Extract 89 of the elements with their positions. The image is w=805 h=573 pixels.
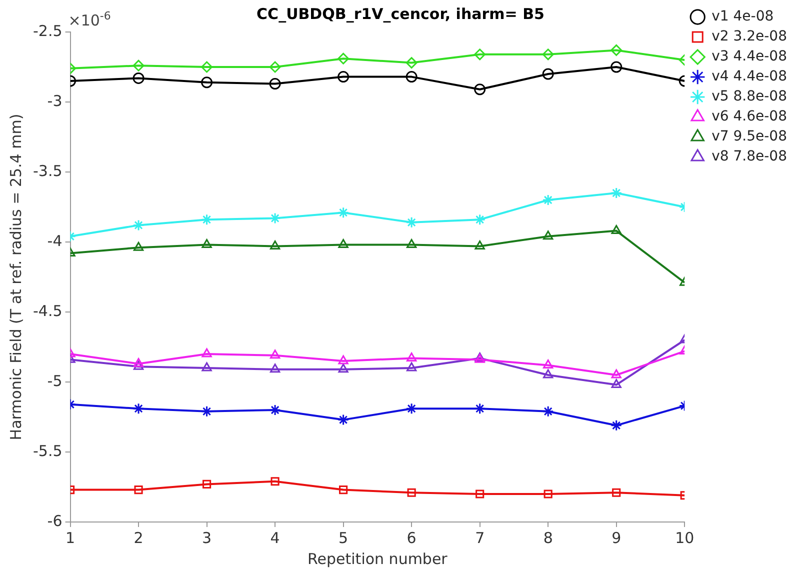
point <box>202 362 212 372</box>
point <box>338 239 348 248</box>
point <box>133 358 144 368</box>
x-tick-label: 9 <box>612 528 622 547</box>
legend-label: v2 3.2e-08 <box>712 28 788 45</box>
point <box>201 61 213 73</box>
point <box>202 480 212 488</box>
point <box>270 240 280 250</box>
y-tick-label: -4 <box>47 232 62 250</box>
point <box>201 76 213 88</box>
point <box>407 488 416 497</box>
point <box>270 350 280 359</box>
point <box>270 364 280 373</box>
point <box>610 187 622 199</box>
point <box>202 239 212 248</box>
point <box>543 369 554 378</box>
point <box>338 355 348 364</box>
point <box>542 406 554 418</box>
legend-label: v1 4e-08 <box>712 8 774 25</box>
y-tick-label: -2.5 <box>32 22 62 40</box>
x-tick-label: 2 <box>134 528 144 547</box>
point <box>474 48 486 60</box>
legend-label: v5 8.8e-08 <box>712 88 788 105</box>
point <box>269 404 281 416</box>
point <box>474 214 486 226</box>
legend-label: v4 4.4e-08 <box>712 68 788 85</box>
point <box>133 360 144 370</box>
point <box>542 68 554 80</box>
point <box>610 420 622 432</box>
point <box>474 402 486 414</box>
y-tick-label: -5.5 <box>32 442 62 460</box>
x-tick-label: 6 <box>406 528 416 547</box>
point <box>338 414 350 426</box>
point <box>542 194 554 206</box>
point <box>201 406 213 418</box>
point <box>338 52 350 64</box>
x-tick-label: 5 <box>338 528 348 547</box>
legend-label: v8 7.8e-08 <box>712 148 788 165</box>
point <box>406 352 417 362</box>
point <box>132 60 144 72</box>
point <box>406 239 417 248</box>
point <box>406 362 417 372</box>
point <box>134 486 143 494</box>
y-tick-label: -6 <box>47 512 62 530</box>
y-tick-label: -3 <box>47 92 62 110</box>
point <box>474 240 485 250</box>
point <box>612 488 621 497</box>
point <box>406 71 418 83</box>
x-tick-label: 8 <box>543 528 553 547</box>
point <box>611 379 622 388</box>
x-tick-label: 7 <box>475 528 485 547</box>
point <box>338 364 348 373</box>
point <box>474 84 486 96</box>
y-tick-label: -5 <box>47 372 62 390</box>
point <box>339 486 348 494</box>
x-axis-title: Repetition number <box>308 550 448 568</box>
point <box>270 477 280 486</box>
point <box>132 402 144 414</box>
x-tick-label: 1 <box>65 528 76 547</box>
legend-label: v6 4.6e-08 <box>712 108 788 125</box>
y-tick-label: -4.5 <box>32 302 62 320</box>
point <box>611 369 622 378</box>
point <box>338 71 350 83</box>
point <box>542 48 554 60</box>
point <box>269 61 281 73</box>
chart-title: CC_UBDQB_r1V_cencor, iharm= B5 <box>256 4 544 23</box>
point <box>132 219 144 231</box>
x-tick-label: 10 <box>675 528 694 547</box>
point <box>610 61 622 73</box>
point <box>132 72 144 84</box>
point <box>133 242 144 251</box>
point <box>476 490 484 498</box>
point <box>338 206 350 218</box>
point <box>269 78 281 90</box>
y-axis-title: Harmonic Field (T at ref. radius = 25.4 mm) <box>6 114 25 440</box>
point <box>610 44 622 56</box>
point <box>202 348 212 358</box>
legend-label: v3 4.4e-08 <box>712 48 788 65</box>
x-tick-label: 4 <box>270 528 280 547</box>
y-tick-label: -3.5 <box>32 162 62 180</box>
point <box>544 490 552 498</box>
point <box>406 216 418 228</box>
x-tick-label: 3 <box>202 528 212 547</box>
point <box>543 359 554 368</box>
legend-label: v7 9.5e-08 <box>712 128 788 145</box>
point <box>611 225 622 234</box>
point <box>543 230 554 240</box>
point <box>406 402 418 414</box>
point <box>406 57 418 69</box>
